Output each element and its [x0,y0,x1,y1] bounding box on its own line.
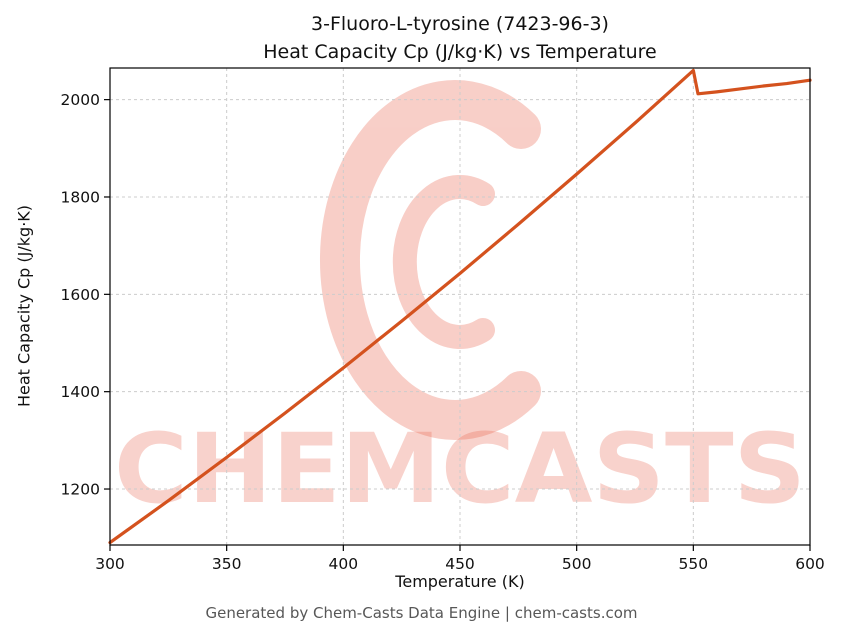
y-tick-label: 1400 [61,383,100,401]
y-tick-label: 1800 [61,188,100,206]
x-tick-label: 400 [329,555,359,573]
chart-title-line1: 3-Fluoro-L-tyrosine (7423-96-3) [311,13,609,35]
logo-inner-c-icon [392,175,495,349]
x-axis-label: Temperature (K) [395,572,525,591]
x-tick-label: 300 [95,555,125,573]
axes-spines-ticks [104,67,811,551]
cp-vs-temperature-line [108,68,812,545]
footer-credit: Generated by Chem-Casts Data Engine | ch… [205,604,638,622]
logo-outer-c-icon [320,80,541,440]
x-tick-label: 600 [795,555,825,573]
chemcasts-logo-watermark [320,80,541,440]
x-tick-label: 550 [679,555,709,573]
x-tick-label: 450 [445,555,475,573]
y-tick-label: 1200 [61,481,100,499]
y-tick-label: 2000 [61,91,100,109]
data-series [108,68,812,545]
chart-title-line2: Heat Capacity Cp (J/kg·K) vs Temperature [263,41,657,63]
tick-labels: 300 350 400 450 500 550 600 1200 1400 1600 1800 200… [61,91,825,573]
x-tick-label: 350 [212,555,242,573]
y-tick-label: 1600 [61,286,100,304]
x-tick-label: 500 [562,555,592,573]
y-axis-label: Heat Capacity Cp (J/kg·K) [14,204,34,408]
chart-title: 3-Fluoro-L-tyrosine (7423-96-3) Heat Cap… [110,10,810,66]
